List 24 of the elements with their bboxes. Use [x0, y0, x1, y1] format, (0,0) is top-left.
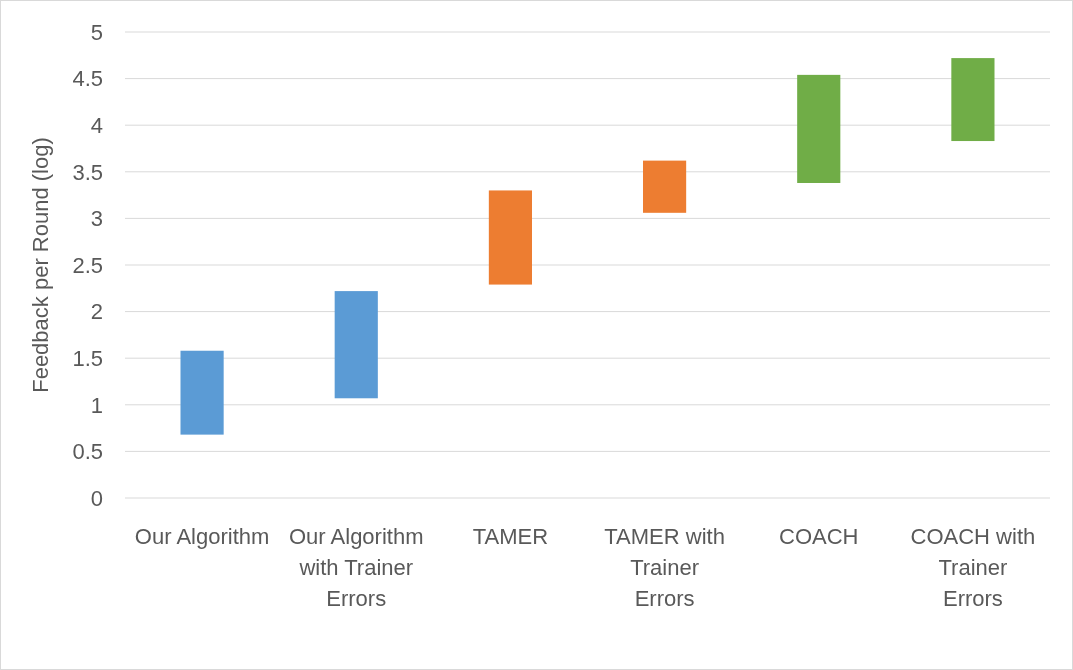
- y-tick-label: 4.5: [72, 66, 103, 92]
- y-tick-label: 5: [90, 19, 103, 45]
- x-tick-label: TAMER: [472, 524, 549, 549]
- x-tick-label: Our Algorithm with Trainer Errors: [289, 524, 424, 611]
- y-tick-label: 1.5: [72, 345, 103, 371]
- bar: [180, 350, 224, 435]
- bar: [797, 74, 841, 183]
- bar: [643, 160, 687, 213]
- x-tick-label: Our Algorithm: [134, 524, 270, 549]
- y-tick-label: 3.5: [72, 159, 103, 185]
- y-tick-label: 3: [90, 206, 103, 232]
- bar: [951, 58, 995, 142]
- y-tick-label: 2.5: [72, 252, 103, 278]
- x-tick-label: TAMER with Trainer Errors: [604, 524, 725, 611]
- bar: [334, 291, 378, 399]
- y-tick-label: 0.5: [72, 439, 103, 465]
- x-tick-label: COACH: [779, 524, 859, 549]
- y-tick-label: 4: [90, 112, 103, 138]
- bar: [488, 190, 532, 285]
- y-tick-label: 1: [90, 392, 103, 418]
- y-axis-title: Feedback per Round (log): [28, 137, 53, 393]
- x-tick-label: COACH with Trainer Errors: [910, 524, 1036, 611]
- y-tick-label: 2: [90, 299, 103, 325]
- y-tick-label: 0: [90, 485, 103, 511]
